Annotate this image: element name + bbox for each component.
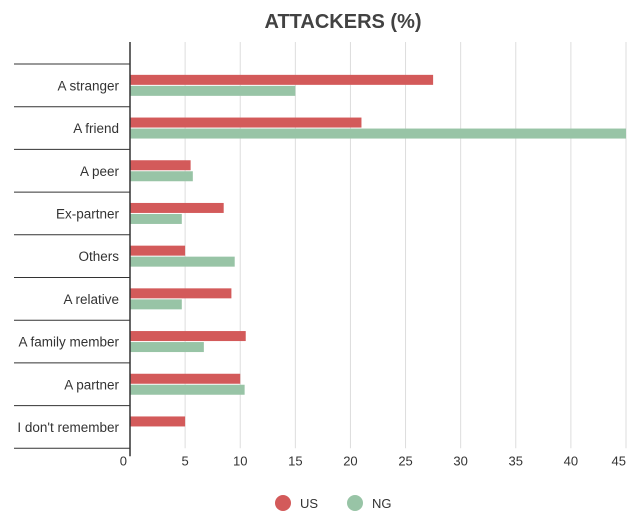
bar-us xyxy=(130,245,186,256)
x-tick-label: 35 xyxy=(509,453,523,468)
bar-ng xyxy=(130,171,193,182)
category-label: A relative xyxy=(63,292,119,307)
category-labels: A stranger A friend A peer Ex-partner Others… xyxy=(17,78,119,435)
x-tick-label: 30 xyxy=(453,453,467,468)
category-label: Ex-partner xyxy=(56,206,120,221)
bar-us xyxy=(130,416,186,427)
x-tick-label: 10 xyxy=(233,453,247,468)
bar-ng xyxy=(130,299,182,310)
legend: US NG xyxy=(275,495,392,511)
bar-us xyxy=(130,160,191,171)
legend-label-us: US xyxy=(300,496,318,511)
bar-ng xyxy=(130,128,626,139)
bar-us xyxy=(130,117,362,128)
bar-ng xyxy=(130,342,204,353)
x-tick-label: 40 xyxy=(564,453,578,468)
x-tick-label: 15 xyxy=(288,453,302,468)
bar-ng xyxy=(130,85,296,96)
bar-ng xyxy=(130,213,182,224)
category-label: A friend xyxy=(73,121,119,136)
category-label: Others xyxy=(78,249,119,264)
category-label: A stranger xyxy=(57,78,119,93)
bar-us xyxy=(130,373,241,384)
x-tick-label: 45 xyxy=(612,453,626,468)
chart-title: ATTACKERS (%) xyxy=(264,11,421,33)
legend-swatch-ng xyxy=(347,495,363,511)
category-label: A partner xyxy=(64,377,119,392)
category-label: A peer xyxy=(80,164,120,179)
bar-us xyxy=(130,202,224,213)
legend-swatch-us xyxy=(275,495,291,511)
x-tick-labels: 0 5 10 15 20 25 30 35 40 45 xyxy=(120,453,626,468)
grid-layer xyxy=(184,42,627,449)
x-tick-label: 25 xyxy=(398,453,412,468)
bar-us xyxy=(130,331,246,342)
category-label: A family member xyxy=(18,335,119,350)
bar-us xyxy=(130,288,232,299)
category-label: I don't remember xyxy=(17,420,119,435)
bar-ng xyxy=(130,256,235,267)
x-tick-label: 20 xyxy=(343,453,357,468)
legend-label-ng: NG xyxy=(372,496,392,511)
x-tick-label: 0 xyxy=(120,453,127,468)
bar-layer xyxy=(130,74,626,427)
bar-ng xyxy=(130,384,245,395)
bar-us xyxy=(130,74,434,85)
x-tick-label: 5 xyxy=(181,453,188,468)
category-separators xyxy=(14,63,130,449)
